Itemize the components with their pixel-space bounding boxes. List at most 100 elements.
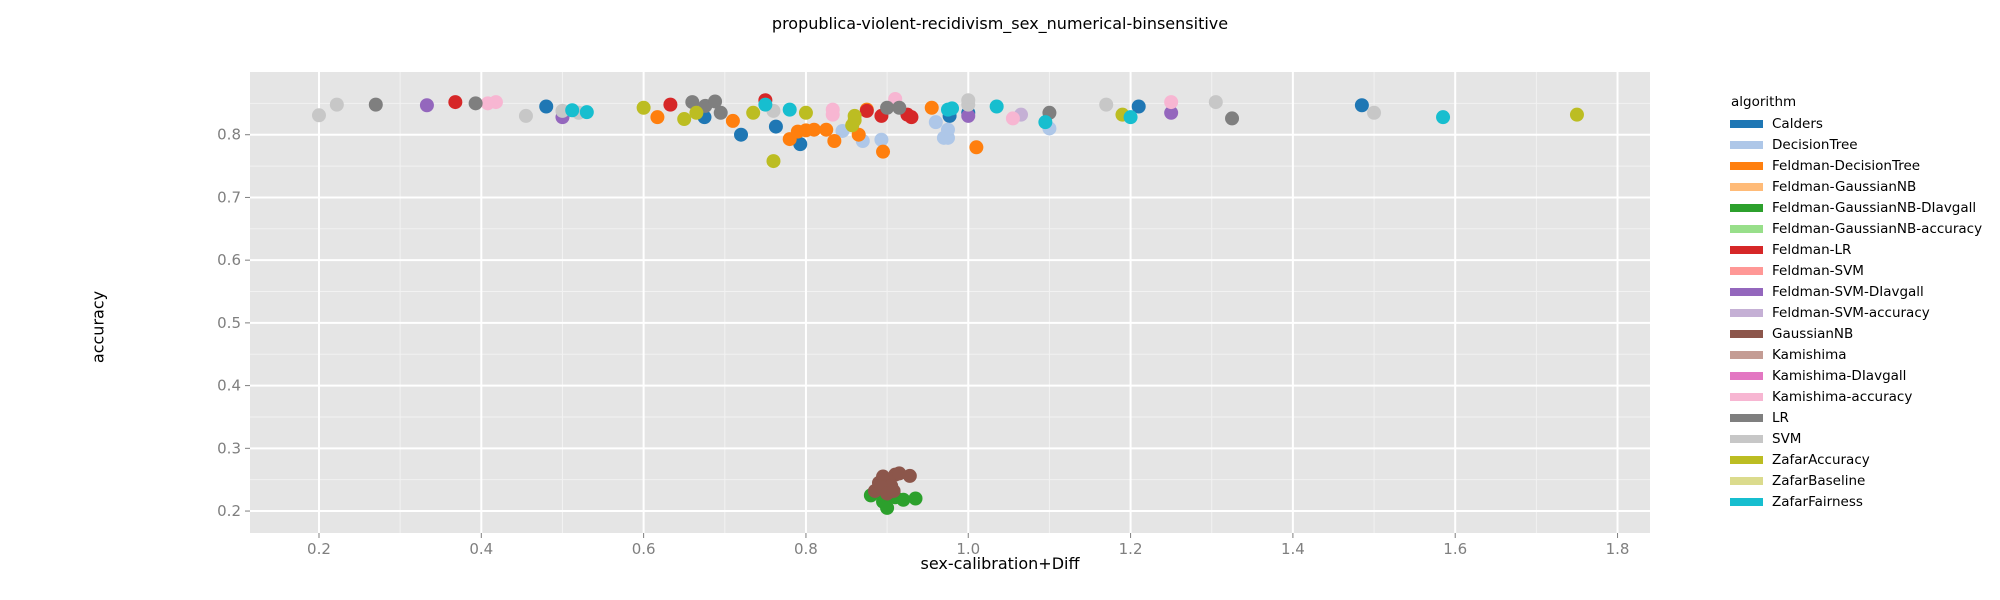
data-point (1038, 115, 1053, 130)
data-point (928, 115, 943, 130)
legend-swatch (1730, 224, 1763, 233)
y-tick-label: 0.5 (217, 314, 241, 332)
data-point (708, 94, 723, 109)
y-tick-label: 0.3 (217, 439, 241, 457)
data-point (782, 102, 797, 117)
data-point (663, 97, 678, 112)
data-point (685, 95, 700, 110)
legend-swatch (1730, 140, 1763, 149)
data-point (368, 97, 383, 112)
legend-item: Feldman-SVM-accuracy (1730, 302, 1982, 323)
legend-label: LR (1772, 409, 1789, 426)
legend-item: ZafarBaseline (1730, 470, 1982, 491)
data-point (468, 96, 483, 111)
data-point (1123, 110, 1138, 125)
data-point (924, 100, 939, 115)
legend-label: Kamishima-DIavgall (1772, 367, 1907, 384)
data-point (969, 140, 984, 155)
legend-item: Kamishima (1730, 344, 1982, 365)
x-tick-label: 1.0 (956, 540, 980, 558)
data-point (768, 119, 783, 134)
legend-item: ZafarFairness (1730, 491, 1982, 512)
legend-label: DecisionTree (1772, 136, 1858, 153)
legend-swatch (1730, 266, 1763, 275)
plot-background (250, 72, 1650, 533)
x-tick-label: 1.2 (1119, 540, 1143, 558)
data-point (892, 100, 907, 115)
x-tick-label: 1.4 (1281, 540, 1305, 558)
data-point (902, 468, 917, 483)
legend-item: Feldman-SVM (1730, 260, 1982, 281)
legend-item: Feldman-LR (1730, 239, 1982, 260)
data-point (989, 99, 1004, 114)
legend-label: ZafarAccuracy (1772, 451, 1870, 468)
data-point (1367, 105, 1382, 120)
data-point (896, 492, 911, 507)
axes: 0.2 0.4 0.6 0.8 1.0 1.2 1.4 1.6 1.8 0.2 0.3 0.4 0.5 0… (217, 126, 1629, 558)
legend-label: Feldman-SVM-accuracy (1772, 304, 1930, 321)
y-tick-label: 0.2 (217, 502, 241, 520)
legend-swatch (1730, 329, 1763, 338)
data-point (880, 100, 895, 115)
legend-swatch (1730, 455, 1763, 464)
data-point (766, 154, 781, 169)
data-point (1354, 98, 1369, 113)
legend-label: Feldman-SVM-DIavgall (1772, 283, 1924, 300)
data-point (961, 97, 976, 112)
data-point (1225, 111, 1240, 126)
legend-swatch (1730, 371, 1763, 380)
legend: algorithm Calders DecisionTree Feldman-Dec… (1730, 94, 1982, 512)
data-point (940, 122, 955, 137)
legend-swatch (1730, 392, 1763, 401)
legend-title: algorithm (1731, 94, 1797, 110)
x-tick-label: 0.8 (794, 540, 818, 558)
data-point (539, 99, 554, 114)
data-point (311, 108, 326, 123)
legend-item: SVM (1730, 428, 1982, 449)
x-tick-label: 0.4 (469, 540, 493, 558)
data-point (961, 108, 976, 123)
legend-label: ZafarBaseline (1772, 472, 1866, 489)
x-tick-label: 1.8 (1606, 540, 1630, 558)
data-point (734, 127, 749, 142)
data-point (329, 97, 344, 112)
data-point (758, 97, 773, 112)
x-tick-label: 0.6 (632, 540, 656, 558)
data-point (874, 132, 889, 147)
legend-swatch (1730, 161, 1763, 170)
data-point (1569, 107, 1584, 122)
data-point (1099, 97, 1114, 112)
data-point (448, 95, 463, 110)
legend-item: Feldman-GaussianNB (1730, 176, 1982, 197)
legend-item: GaussianNB (1730, 323, 1982, 344)
legend-swatch (1730, 497, 1763, 506)
x-axis-label: sex-calibration+Diff (920, 554, 1080, 573)
data-point (636, 100, 651, 115)
data-point (1164, 105, 1179, 120)
legend-swatch (1730, 476, 1763, 485)
legend-item: Kamishima-DIavgall (1730, 365, 1982, 386)
legend-item: Kamishima-accuracy (1730, 386, 1982, 407)
legend-swatch (1730, 203, 1763, 212)
legend-label: Feldman-LR (1772, 241, 1852, 258)
legend-swatch (1730, 287, 1763, 296)
data-point (1131, 99, 1146, 114)
legend-swatch (1730, 350, 1763, 359)
x-tick-label: 0.2 (307, 540, 331, 558)
data-point (565, 103, 580, 118)
legend-label: Feldman-GaussianNB-accuracy (1772, 220, 1983, 237)
legend-label: Feldman-DecisionTree (1772, 157, 1921, 174)
legend-label: SVM (1772, 430, 1802, 447)
plot-panel (250, 72, 1650, 533)
series-lr (368, 94, 1240, 126)
data-point (827, 133, 842, 148)
data-point (746, 105, 761, 120)
legend-item: ZafarAccuracy (1730, 449, 1982, 470)
data-point (945, 101, 960, 116)
legend-items: Calders DecisionTree Feldman-DecisionTree F… (1730, 113, 1982, 512)
y-tick-label: 0.8 (217, 126, 241, 144)
legend-swatch (1730, 119, 1763, 128)
legend-item: Feldman-GaussianNB-accuracy (1730, 218, 1982, 239)
data-point (845, 118, 860, 133)
legend-item: Feldman-GaussianNB-DIavgall (1730, 197, 1982, 218)
